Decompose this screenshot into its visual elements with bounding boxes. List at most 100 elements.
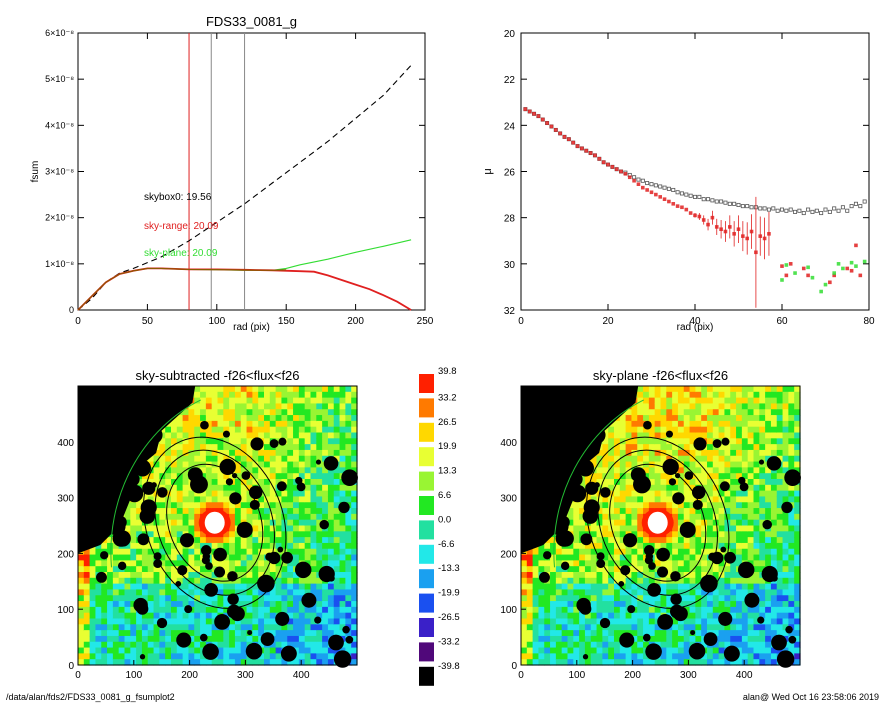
heatmap-cell: [269, 566, 277, 573]
masked-star: [222, 430, 230, 438]
heatmap-cell: [153, 467, 160, 474]
heatmap-cell: [759, 473, 766, 480]
heatmap-cell: [141, 589, 149, 596]
heatmap-cell: [590, 653, 598, 660]
heatmap-cell: [229, 525, 236, 532]
heatmap-cell: [298, 630, 306, 637]
heatmap-cell: [124, 630, 131, 637]
heatmap-cell: [550, 601, 557, 608]
heatmap-cell: [794, 589, 801, 596]
heatmap-cell: [555, 583, 563, 591]
heatmap-cell: [333, 525, 341, 532]
heatmap-cell: [590, 461, 598, 468]
heatmap-cell: [95, 548, 102, 556]
heatmap-cell: [95, 554, 102, 561]
heatmap-cell: [619, 554, 627, 561]
heatmap-cell: [776, 612, 784, 620]
heatmap-cell: [707, 548, 714, 556]
heatmap-cell: [304, 397, 312, 405]
heatmap-cell: [701, 508, 708, 515]
heatmap-cell: [619, 519, 627, 527]
heatmap-cell: [130, 589, 137, 596]
heatmap-cell: [770, 647, 778, 654]
heatmap-cell: [95, 601, 102, 608]
axes-frame: [77, 32, 426, 311]
heatmap-cell: [672, 409, 679, 416]
heatmap-cell: [590, 560, 598, 567]
heatmap-cell: [333, 630, 341, 637]
heatmap-cell: [287, 455, 294, 463]
heatmap-cell: [683, 513, 691, 521]
heatmap-cell: [643, 508, 650, 515]
heatmap-cell: [643, 449, 650, 457]
heatmap-cell: [287, 508, 294, 515]
heatmap-cell: [339, 461, 346, 468]
heatmap-cell: [275, 519, 283, 527]
heatmap-cell: [258, 630, 265, 637]
data-point: [706, 197, 711, 202]
heatmap-cell: [765, 415, 772, 422]
heatmap-cell: [532, 630, 540, 637]
heatmap-cell: [264, 449, 271, 457]
data-point: [853, 201, 858, 206]
heatmap-cell: [264, 560, 271, 567]
data-point: [580, 146, 584, 151]
data-point: [680, 205, 684, 210]
heatmap-cell: [683, 589, 691, 596]
heatmap-cell: [707, 612, 714, 620]
data-point: [658, 184, 663, 189]
heatmap-cell: [217, 490, 224, 498]
heatmap-cell: [579, 548, 586, 556]
heatmap-cell: [339, 386, 346, 393]
heatmap-cell: [736, 595, 743, 602]
heatmap-cell: [89, 577, 97, 585]
heatmap-cell: [631, 420, 638, 428]
heatmap-cell: [666, 583, 673, 591]
heatmap-cell: [794, 542, 801, 550]
heatmap-cell: [223, 548, 230, 556]
heatmap-cell: [281, 415, 288, 422]
heatmap-cell: [753, 444, 760, 451]
heatmap-cell: [194, 601, 201, 608]
heatmap-cell: [753, 554, 760, 561]
heatmap-cell: [753, 467, 760, 474]
heatmap-cell: [176, 647, 184, 654]
heatmap-cell: [695, 595, 702, 602]
heatmap-cell: [666, 635, 673, 643]
heatmap-cell: [707, 560, 714, 567]
heatmap-cell: [648, 612, 656, 620]
heatmap-cell: [194, 606, 201, 614]
masked-star: [257, 574, 275, 593]
heatmap-cell: [747, 409, 755, 416]
heatmap-cell: [200, 630, 207, 637]
heatmap-cell: [718, 444, 726, 451]
heatmap-cell: [182, 519, 190, 527]
heatmap-cell: [776, 467, 784, 474]
heatmap-cell: [153, 455, 160, 463]
heatmap-cell: [304, 502, 312, 509]
heatmap-cell: [333, 624, 341, 631]
masked-star: [91, 527, 105, 541]
heatmap-cell: [234, 479, 242, 486]
heatmap-cell: [765, 653, 772, 660]
heatmap-cell: [608, 484, 615, 492]
heatmap-cell: [240, 583, 248, 591]
heatmap-cell: [550, 577, 557, 585]
heatmap-cell: [234, 548, 242, 556]
heatmap-cell: [171, 635, 178, 643]
heatmap-cell: [718, 606, 726, 614]
heatmap-cell: [770, 444, 778, 451]
heatmap-cell: [747, 647, 755, 654]
heatmap-cell: [188, 653, 195, 660]
heatmap-cell: [322, 415, 329, 422]
heatmap-cell: [246, 432, 253, 439]
heatmap-cell: [538, 647, 545, 654]
heatmap-cell: [281, 659, 288, 666]
heatmap-cell: [596, 502, 603, 509]
heatmap-cell: [351, 508, 358, 515]
heatmap-cell: [258, 572, 265, 579]
heatmap-cell: [333, 606, 341, 614]
heatmap-cell: [736, 542, 743, 550]
